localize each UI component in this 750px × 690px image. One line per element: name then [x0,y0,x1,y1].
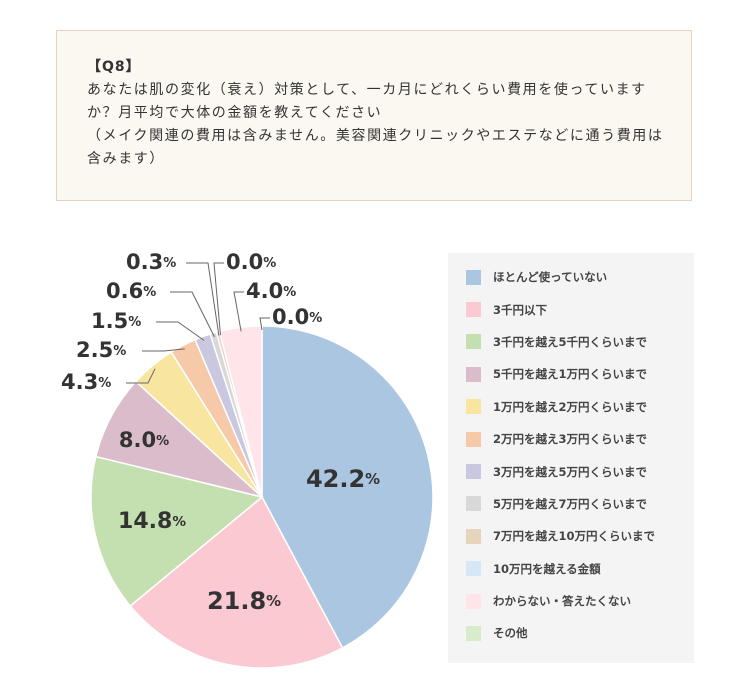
legend-label: 10万円を越える金額 [493,561,601,576]
legend-item: 2万円を越え3万円くらいまで [466,423,694,455]
legend-label: 5千円を越え1万円くらいまで [493,367,648,382]
legend-label: 3万円を越え5万円くらいまで [493,464,648,479]
legend-swatch [466,366,481,382]
legend-swatch [466,496,481,512]
slice-data-label: 21.8% [207,587,281,615]
pie-slice [90,455,264,608]
leader-line [259,317,270,331]
leader-line [142,348,185,352]
slice-data-label: 1.5% [91,309,141,333]
legend-label: 3千円を越え5千円くらいまで [493,334,648,349]
leader-line [156,321,205,341]
slice-data-label: 4.0% [246,279,296,303]
legend-item: 7万円を越え10万円くらいまで [466,520,694,552]
slice-data-label: 14.8% [118,509,186,534]
legend-item: その他 [466,617,694,649]
slice-data-label: 0.0% [226,250,276,274]
leader-line [126,368,156,384]
legend-label: わからない・答えたくない [493,594,631,609]
pie-slice [261,325,434,649]
legend-swatch [466,561,481,577]
slice-data-label: 42.2% [306,465,380,493]
legend-label: 7万円を越え10万円くらいまで [493,529,656,544]
legend-item: 3万円を越え5万円くらいまで [466,455,694,487]
slice-data-label: 0.3% [126,250,176,274]
leader-line [186,262,220,336]
question-label: 【Q8】 [87,59,141,75]
legend-item: 10万円を越える金額 [466,553,694,585]
legend-swatch [466,593,481,609]
legend-swatch [466,464,481,480]
legend-item: 3千円以下 [466,293,694,325]
legend-item: 1万円を越え2万円くらいまで [466,391,694,423]
legend-item: ほとんど使っていない [466,261,694,293]
legend-label: 3千円以下 [493,302,548,317]
legend-swatch [466,302,481,318]
legend-label: 1万円を越え2万円くらいまで [493,399,648,414]
legend-label: その他 [493,626,528,641]
legend-item: わからない・答えたくない [466,585,694,617]
legend-swatch [466,625,481,641]
question-text: あなたは肌の変化（衰え）対策として、一カ月にどれくらい費用を使っていますか？月平… [87,82,647,121]
legend-item: 3千円を越え5千円くらいまで [466,326,694,358]
slice-data-label: 4.3% [61,370,111,394]
legend-label: 2万円を越え3万円くらいまで [493,432,648,447]
legend-swatch [466,431,481,447]
question-note: （メイク関連の費用は含みません。美容関連クリニックやエステなどに通う費用は含みま… [87,128,664,167]
question-box: 【Q8】 あなたは肌の変化（衰え）対策として、一カ月にどれくらい費用を使っていま… [56,30,692,201]
legend-item: 5万円を越え7万円くらいまで [466,488,694,520]
legend-swatch [466,528,481,544]
pie-slice [129,495,344,669]
chart-legend: ほとんど使っていない 3千円以下 3千円を越え5千円くらいまで 5千円を越え1万円くら… [448,253,694,663]
leader-line [170,291,215,338]
leader-line [213,262,224,336]
slice-data-label: 8.0% [119,428,169,452]
leader-line [233,291,244,332]
legend-label: 5万円を越え7万円くらいまで [493,496,648,511]
legend-swatch [466,399,481,415]
slice-data-label: 0.0% [272,305,322,329]
slice-data-label: 2.5% [76,338,126,362]
legend-swatch [466,269,481,285]
legend-label: ほとんど使っていない [493,270,608,285]
slice-data-label: 0.6% [106,279,156,303]
legend-item: 5千円を越え1万円くらいまで [466,358,694,390]
legend-swatch [466,334,481,350]
